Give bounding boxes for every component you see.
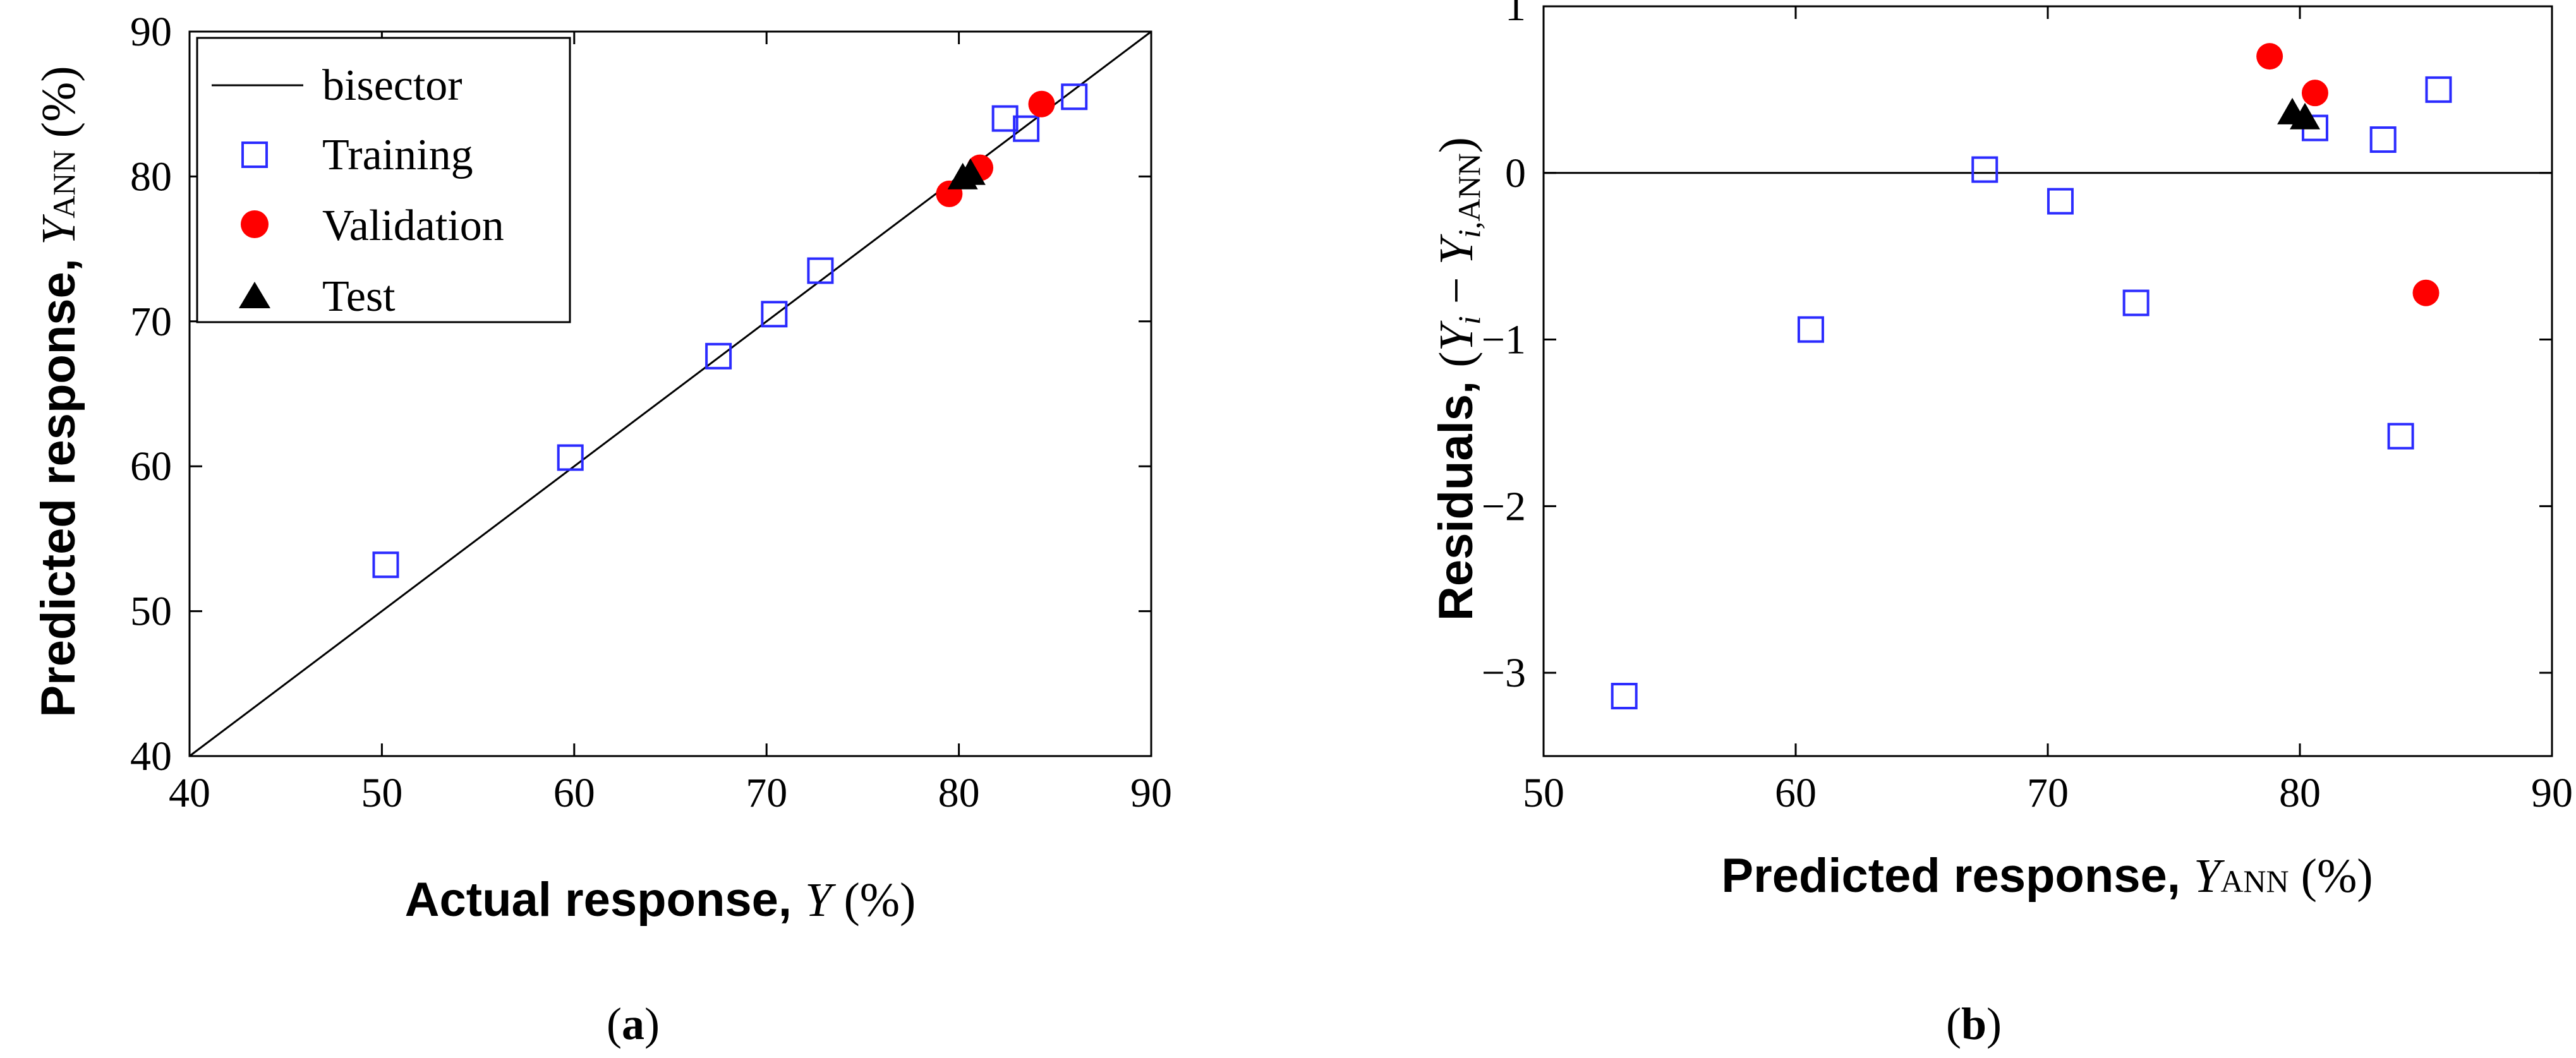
b-xtick-label: 70 xyxy=(2027,770,2069,816)
a-xtick-label: 50 xyxy=(361,770,402,816)
a-xtick-label: 90 xyxy=(1130,770,1172,816)
panel-a: 40 50 60 70 80 90 40 50 60 70 80 90 bisector Traini… xyxy=(32,9,1172,1049)
b-xtick-label: 80 xyxy=(2279,770,2321,816)
legend-training-label: Training xyxy=(322,131,473,179)
plot-a-frame xyxy=(188,30,1152,757)
a-xtick-label: 60 xyxy=(553,770,595,816)
legend-bisector-label: bisector xyxy=(322,61,463,110)
b-training-point xyxy=(1797,316,1824,343)
plot-a-ticks: 40 50 60 70 80 90 40 50 60 70 80 90 xyxy=(130,9,1172,816)
a-ytick-label: 80 xyxy=(130,153,172,200)
a-test-point xyxy=(955,158,986,185)
legend-test-swatch xyxy=(239,282,270,308)
panel-b-caption: (b) xyxy=(1946,999,2002,1049)
a-training-point xyxy=(807,257,834,284)
b-ytick-label: −1 xyxy=(1482,317,1526,363)
plot-b-points xyxy=(1611,43,2452,710)
legend-box xyxy=(196,37,571,323)
b-training-point xyxy=(1611,683,1638,710)
b-validation-point xyxy=(2301,80,2328,107)
plot-b-ticks: 50 60 70 80 90 −3 −2 −1 0 1 xyxy=(1482,0,2573,816)
legend-training-swatch xyxy=(241,141,268,168)
a-training-point xyxy=(557,444,584,471)
a-ytick-label: 60 xyxy=(130,443,172,490)
b-ytick-label: −3 xyxy=(1482,650,1526,696)
a-xtick-label: 40 xyxy=(169,770,210,816)
legend-test-label: Test xyxy=(322,272,396,321)
a-ytick-label: 40 xyxy=(130,733,172,779)
b-xtick-label: 90 xyxy=(2531,770,2573,816)
b-ytick-label: −2 xyxy=(1482,483,1526,529)
b-xtick-label: 50 xyxy=(1523,770,1564,816)
a-validation-point xyxy=(1028,90,1055,117)
a-training-point xyxy=(372,551,399,579)
panel-a-caption: (a) xyxy=(607,999,660,1049)
a-ytick-label: 90 xyxy=(130,9,172,55)
a-ytick-label: 50 xyxy=(130,589,172,635)
a-training-point xyxy=(1061,83,1088,111)
b-training-point xyxy=(2047,188,2074,215)
a-training-point xyxy=(761,301,788,328)
legend-validation-label: Validation xyxy=(322,201,504,250)
b-xtick-label: 60 xyxy=(1775,770,1817,816)
legend-validation-swatch xyxy=(241,210,269,238)
x-axis-label-a: Actual response, Y (%) xyxy=(405,873,916,927)
a-ytick-label: 70 xyxy=(130,299,172,345)
b-training-point xyxy=(1971,156,1999,183)
a-training-point xyxy=(1013,115,1040,142)
b-training-point xyxy=(2387,423,2414,450)
legend: bisector Training Validation Test xyxy=(196,37,571,323)
b-test-point xyxy=(2289,102,2320,129)
b-validation-point xyxy=(2256,43,2283,70)
panel-b: 50 60 70 80 90 −3 −2 −1 0 1 Predicted response, Y… xyxy=(1429,0,2573,1049)
b-training-point xyxy=(2369,126,2397,153)
b-ytick-label: 0 xyxy=(1505,150,1526,196)
b-validation-point xyxy=(2412,279,2440,306)
a-xtick-label: 80 xyxy=(938,770,980,816)
b-training-point xyxy=(2425,76,2452,103)
a-xtick-label: 70 xyxy=(746,770,787,816)
b-training-point xyxy=(2122,289,2150,316)
bisector-line xyxy=(189,30,1152,757)
y-axis-label-b: Residuals, (Yi − Yi,ANN) xyxy=(1429,137,1487,621)
plot-a-points xyxy=(372,83,1088,579)
x-axis-label-b: Predicted response, YANN (%) xyxy=(1721,849,2373,903)
plot-b-frame xyxy=(1542,5,2553,757)
y-axis-label-a: Predicted response, YANN (%) xyxy=(32,66,85,717)
b-ytick-label: 1 xyxy=(1505,0,1526,30)
a-training-point xyxy=(991,105,1019,132)
a-training-point xyxy=(705,342,732,370)
